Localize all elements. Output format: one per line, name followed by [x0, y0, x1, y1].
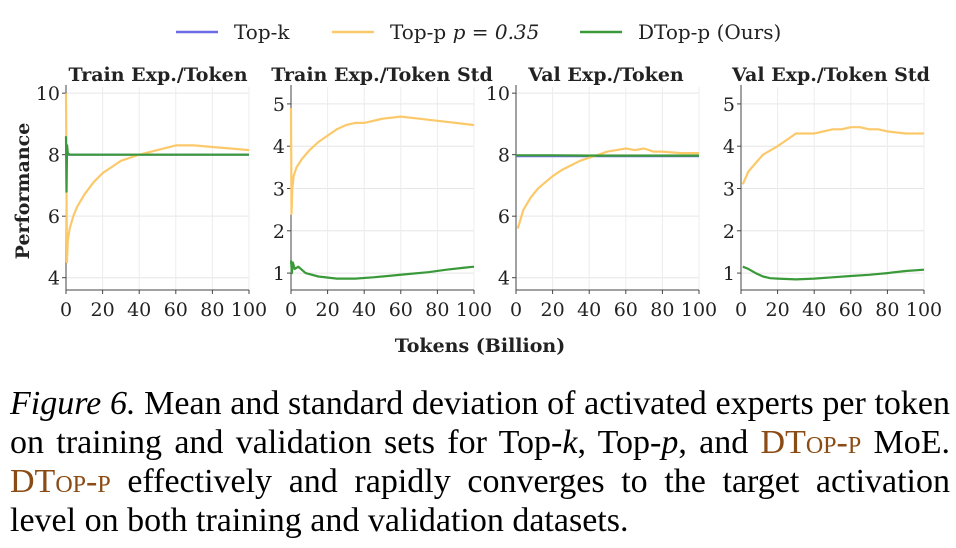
y-tick-label: 1	[723, 263, 735, 285]
y-tick-label: 4	[273, 136, 285, 158]
legend-label-dtop-p: DTop-p (Ours)	[638, 20, 781, 44]
caption-p: p	[661, 424, 679, 461]
y-tick-label: 8	[48, 145, 60, 167]
y-tick-label: 4	[723, 136, 735, 158]
legend-label-top-k: Top-k	[234, 20, 290, 44]
series-line-dtop-p-ours	[289, 260, 475, 280]
series-line-dtop-p-ours	[64, 136, 249, 193]
caption-brand-2: DTop-p	[10, 463, 111, 500]
x-tick-label: 60	[389, 299, 413, 321]
panel-train-exp-token-std: Train Exp./Token Std 1 2 3 4 5 0 20 40 60 80 100	[271, 64, 492, 321]
y-tick-label: 5	[273, 94, 285, 116]
figure-caption: Figure 6. Mean and standard deviation of…	[10, 384, 950, 540]
x-tick-label: 0	[735, 299, 747, 321]
legend: Top-k Top-p p = 0.35 DTop-p (Ours)	[176, 20, 781, 44]
series-line-top-p-p-0-35	[741, 126, 924, 185]
y-tick-label: 6	[48, 206, 60, 228]
y-tick-label: 2	[273, 221, 285, 243]
legend-label-top-p: Top-p p = 0.35	[390, 20, 539, 44]
panel-title: Val Exp./Token	[527, 64, 684, 86]
y-tick-label: 8	[498, 145, 510, 167]
x-tick-label: 20	[316, 299, 340, 321]
x-tick-label: 40	[802, 299, 826, 321]
y-tick-label: 4	[48, 268, 60, 290]
x-tick-label: 40	[127, 299, 151, 321]
series-line-top-p-p-0-35	[289, 108, 475, 215]
x-tick-label: 60	[164, 299, 188, 321]
caption-text-5: effectively and rapidly converges to the…	[10, 463, 950, 539]
series-line-dtop-p-ours	[742, 265, 925, 281]
series-line-top-p-p-0-35	[64, 93, 250, 264]
y-tick-label: 5	[723, 94, 735, 116]
y-tick-label: 10	[486, 83, 510, 105]
x-tick-label: 100	[456, 299, 492, 321]
x-tick-label: 0	[510, 299, 522, 321]
caption-text-1: Mean and standard deviation of activated…	[10, 385, 950, 461]
y-tick-label: 3	[723, 179, 735, 201]
figure: Top-k Top-p p = 0.35 DTop-p (Ours) Train…	[12, 20, 942, 357]
caption-text-2: , Top-	[577, 424, 662, 461]
y-tick-label: 3	[273, 179, 285, 201]
y-tick-label: 1	[273, 263, 285, 285]
x-tick-label: 0	[285, 299, 297, 321]
x-tick-label: 0	[60, 299, 72, 321]
x-tick-label: 80	[875, 299, 899, 321]
panel-val-exp-token-std: Val Exp./Token Std 1 2 3 4 5 0 20 40 60 80 100	[723, 64, 942, 321]
panel-title: Train Exp./Token Std	[271, 64, 492, 86]
y-tick-label: 4	[498, 268, 510, 290]
y-tick-label: 10	[36, 83, 60, 105]
y-tick-label: 2	[723, 221, 735, 243]
x-tick-label: 40	[577, 299, 601, 321]
x-tick-label: 80	[425, 299, 449, 321]
caption-k: k	[562, 424, 578, 461]
y-axis-label: Performance	[12, 123, 34, 260]
caption-figure-label: Figure 6.	[10, 385, 136, 422]
x-tick-label: 20	[541, 299, 565, 321]
x-tick-label: 60	[614, 299, 638, 321]
x-tick-label: 40	[352, 299, 376, 321]
caption-brand-1: DTop-p	[760, 424, 862, 461]
x-tick-label: 60	[839, 299, 863, 321]
panel-title: Train Exp./Token	[68, 64, 247, 86]
y-tick-label: 6	[498, 206, 510, 228]
x-tick-label: 20	[91, 299, 115, 321]
x-tick-label: 20	[766, 299, 790, 321]
caption-text-3: , and	[678, 424, 761, 461]
caption-text-4: MoE.	[861, 424, 951, 461]
x-tick-label: 100	[681, 299, 717, 321]
x-axis-label: Tokens (Billion)	[395, 335, 565, 357]
x-tick-label: 80	[650, 299, 674, 321]
x-tick-label: 100	[906, 299, 942, 321]
x-tick-label: 80	[200, 299, 224, 321]
x-tick-label: 100	[231, 299, 267, 321]
panel-title: Val Exp./Token Std	[731, 64, 930, 86]
